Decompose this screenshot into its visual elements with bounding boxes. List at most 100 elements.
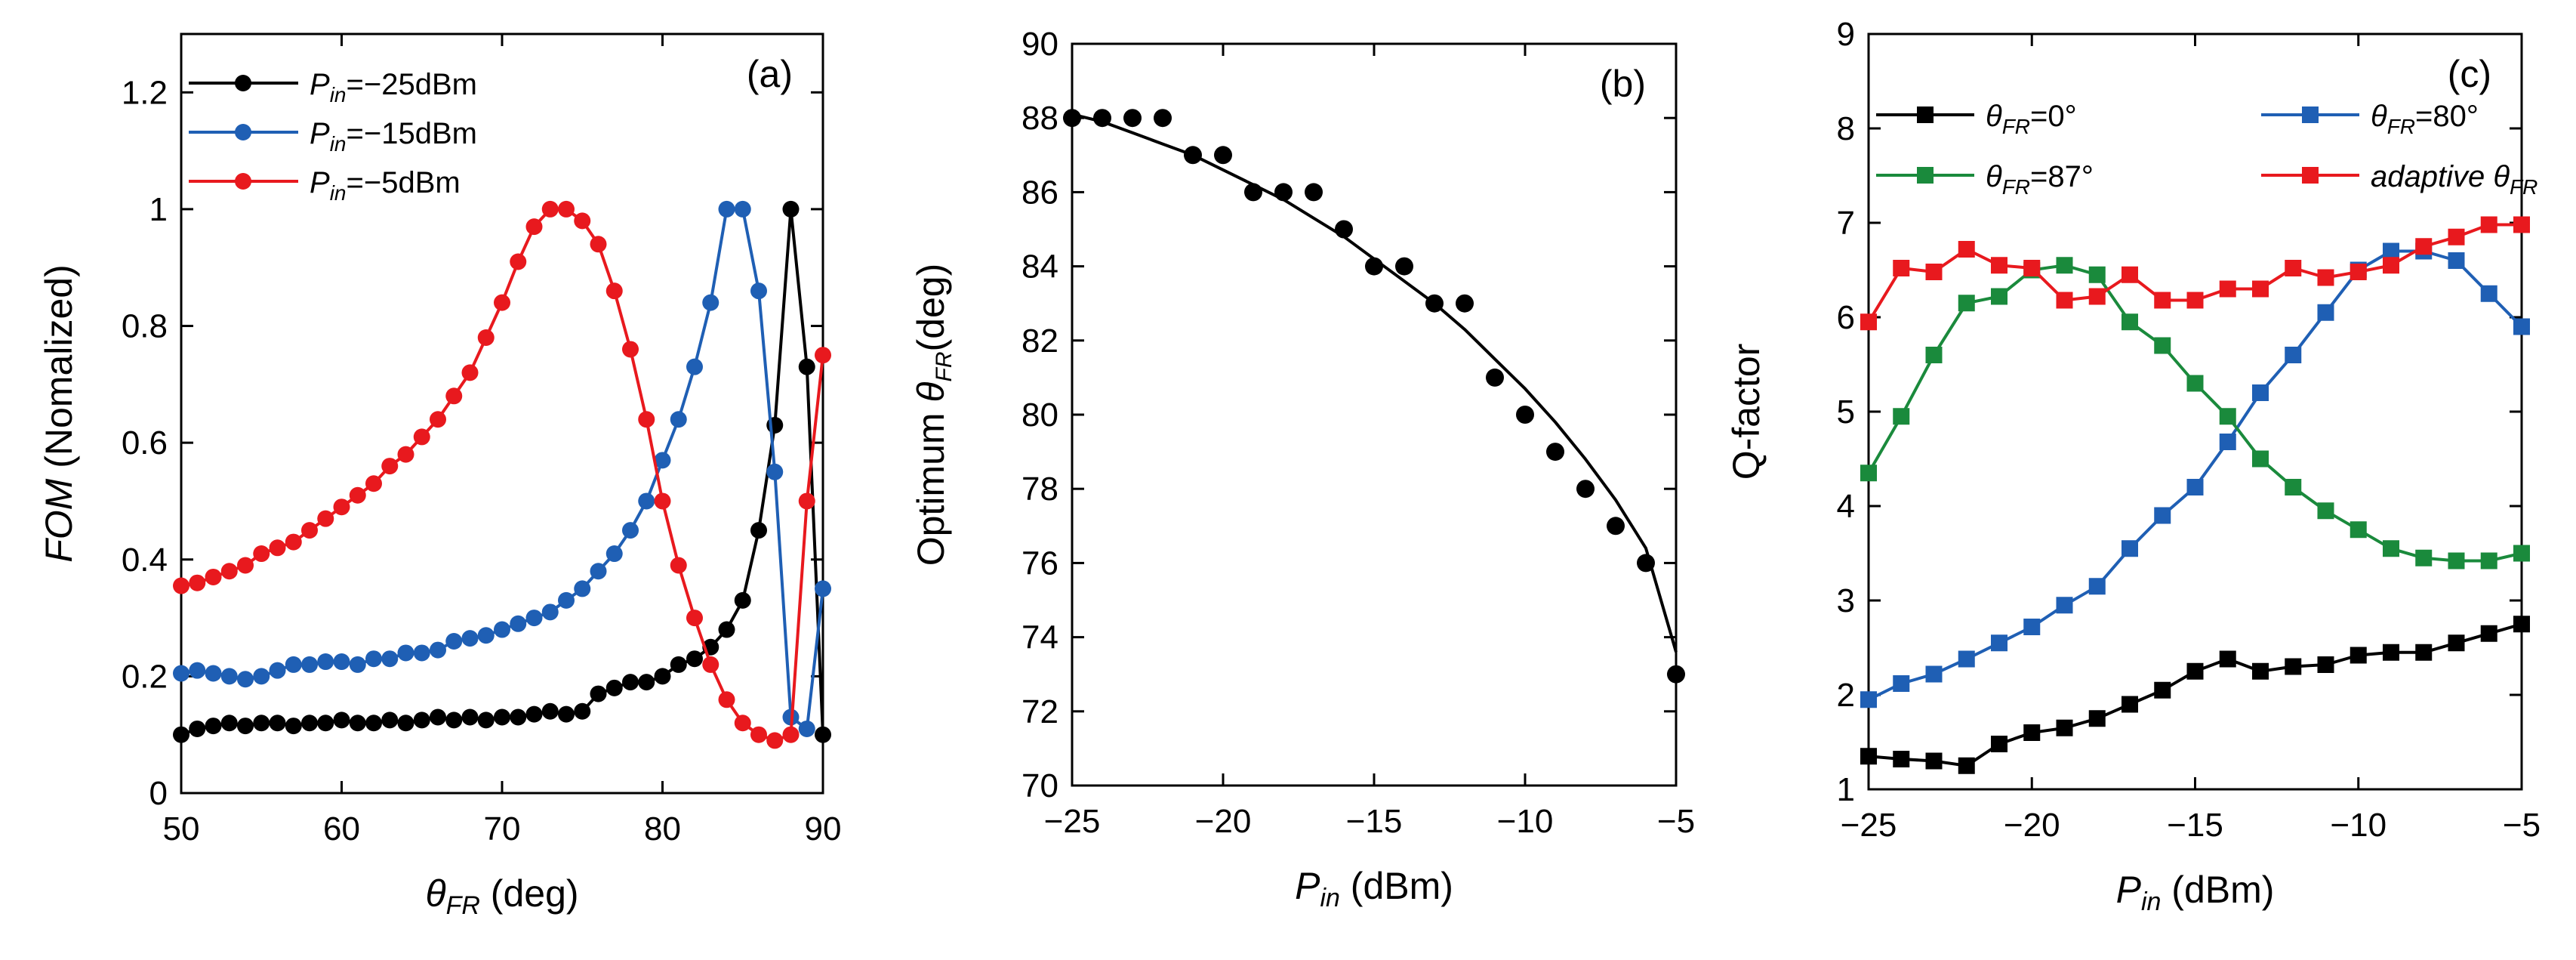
data-point	[317, 653, 334, 671]
data-point	[798, 492, 815, 510]
data-point	[622, 341, 639, 358]
data-point	[670, 656, 687, 673]
data-point	[798, 720, 815, 737]
data-point	[477, 627, 495, 644]
data-point	[445, 712, 463, 729]
series-line	[1868, 249, 2523, 702]
data-point	[541, 200, 559, 218]
data-point	[1893, 260, 1910, 276]
series-θFR=0°	[1860, 616, 2530, 774]
series-Pin=−15dBm	[173, 200, 831, 737]
data-point	[2317, 656, 2334, 673]
data-point	[2186, 479, 2204, 495]
data-point	[269, 539, 286, 557]
x-tick-label: −20	[1195, 803, 1252, 840]
data-point	[2317, 502, 2334, 520]
data-point	[1925, 752, 1943, 770]
data-point	[1958, 241, 1975, 258]
data-point	[654, 452, 671, 469]
data-point	[2513, 545, 2530, 562]
data-point	[558, 200, 575, 218]
data-point	[654, 668, 671, 685]
data-point	[798, 358, 815, 375]
data-point	[2122, 266, 2138, 283]
y-tick-label: 90	[1021, 26, 1058, 63]
data-point	[397, 446, 414, 463]
data-point	[1154, 109, 1172, 128]
data-point	[2415, 644, 2433, 661]
data-point	[301, 656, 318, 673]
data-point	[2383, 644, 2399, 661]
y-tick-label: 0.2	[122, 658, 168, 695]
y-tick-label: 78	[1021, 471, 1058, 508]
data-point	[173, 726, 190, 743]
y-tick-label: 0	[149, 775, 168, 812]
data-point	[2480, 285, 2497, 302]
data-point	[494, 621, 510, 638]
y-axis-label: FOM (Nomalized)	[38, 264, 80, 563]
y-tick-label: 88	[1021, 100, 1058, 137]
y-tick-label: 0.8	[122, 308, 168, 345]
data-point	[477, 329, 495, 346]
data-point	[430, 411, 446, 428]
data-point	[2219, 650, 2236, 668]
data-point	[285, 718, 302, 735]
data-point	[2285, 347, 2302, 363]
data-point	[670, 411, 687, 428]
data-point	[2285, 260, 2302, 276]
data-point	[365, 715, 382, 732]
data-point	[205, 568, 222, 585]
data-point	[1860, 313, 1877, 331]
series-fit	[1071, 113, 1678, 653]
x-tick-label: 60	[323, 810, 360, 847]
y-tick-label: 5	[1837, 394, 1855, 431]
data-point	[413, 428, 430, 446]
series-line	[180, 207, 824, 736]
data-point	[718, 691, 735, 708]
x-tick-label: −15	[2167, 807, 2223, 844]
y-tick-label: 1	[1837, 771, 1855, 808]
y-tick-label: 8	[1837, 110, 1855, 147]
series-Pin=−25dBm	[173, 200, 831, 743]
data-point	[430, 641, 446, 659]
legend-entry: adaptive θFR​	[2261, 160, 2537, 199]
y-tick-label: 1.2	[122, 74, 168, 111]
series-line	[180, 207, 824, 730]
data-point	[430, 708, 446, 726]
data-point	[2023, 724, 2041, 741]
data-point	[734, 200, 751, 218]
data-point	[1893, 675, 1910, 692]
data-point	[2350, 521, 2367, 539]
data-point	[638, 674, 655, 691]
legend-marker	[235, 75, 251, 91]
data-point	[2154, 292, 2171, 309]
y-tick-label: 7	[1837, 205, 1855, 242]
x-tick-label: −20	[2004, 807, 2060, 844]
data-point	[461, 630, 479, 647]
data-point	[333, 653, 350, 671]
data-point	[1516, 406, 1534, 424]
panel-c: −25 −20 −15 −10 −5 1 2 3 4 5 6 7 8 9 Pin​ (dBm) Q-facto…	[1725, 16, 2541, 916]
x-axis-label: Pin​ (dBm)	[1295, 865, 1453, 912]
series-line	[1071, 113, 1678, 653]
data-point	[269, 662, 286, 679]
data-point	[2023, 619, 2041, 635]
x-tick-label: −15	[1346, 803, 1403, 840]
data-point	[541, 702, 559, 720]
data-point	[638, 492, 655, 510]
data-point	[413, 644, 430, 662]
data-point	[670, 557, 687, 574]
data-point	[2383, 242, 2399, 260]
data-point	[686, 610, 703, 627]
data-point	[1395, 257, 1413, 276]
data-point	[205, 665, 222, 682]
data-point	[718, 200, 735, 218]
data-point	[1958, 295, 1975, 312]
data-point	[541, 603, 559, 621]
data-point	[301, 715, 318, 732]
y-tick-label: 70	[1021, 767, 1058, 804]
panel-label: (a)	[747, 53, 793, 95]
data-point	[815, 580, 831, 597]
legend-label: Pin​=−5dBm	[310, 166, 461, 205]
